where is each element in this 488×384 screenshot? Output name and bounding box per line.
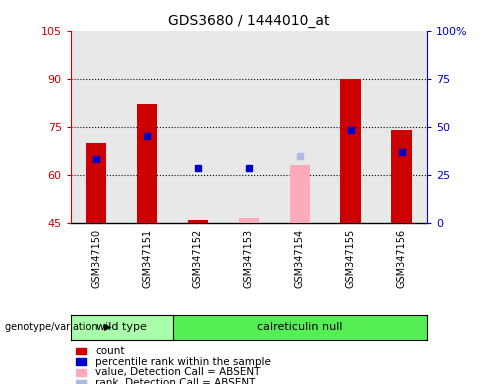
Text: value, Detection Call = ABSENT: value, Detection Call = ABSENT: [95, 367, 261, 377]
Bar: [188, 220, 208, 223]
Bar: [71, 31, 122, 223]
Bar: [341, 79, 361, 223]
Bar: [224, 31, 274, 223]
Title: GDS3680 / 1444010_at: GDS3680 / 1444010_at: [168, 14, 329, 28]
Bar: [239, 220, 259, 223]
Text: calreticulin null: calreticulin null: [257, 322, 343, 333]
Bar: [239, 218, 259, 223]
Bar: [325, 31, 376, 223]
Bar: [137, 104, 157, 223]
Bar: [173, 31, 224, 223]
Text: count: count: [95, 346, 124, 356]
Bar: [289, 165, 310, 223]
Text: rank, Detection Call = ABSENT: rank, Detection Call = ABSENT: [95, 378, 256, 384]
Text: percentile rank within the sample: percentile rank within the sample: [95, 357, 271, 367]
Bar: [376, 31, 427, 223]
Bar: [86, 143, 106, 223]
Bar: [274, 31, 325, 223]
Bar: [391, 130, 412, 223]
Text: genotype/variation  ▶: genotype/variation ▶: [5, 322, 111, 333]
Text: wild type: wild type: [96, 322, 147, 333]
Bar: [122, 31, 173, 223]
